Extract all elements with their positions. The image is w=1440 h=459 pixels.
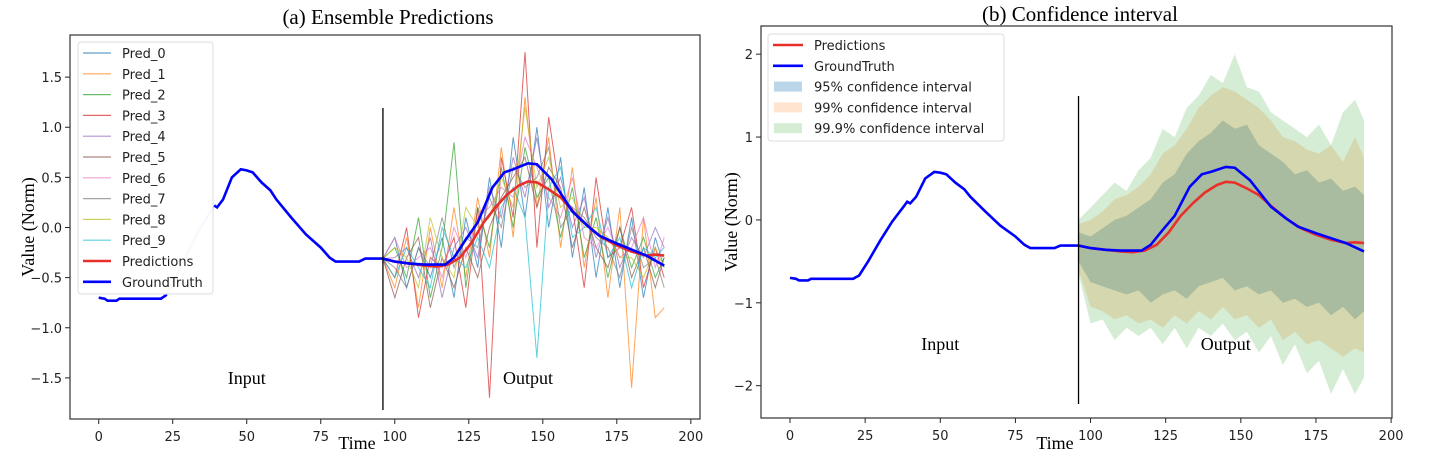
ground-truth-line (789, 165, 1365, 282)
y-axis-label: Value (Norm) (18, 177, 39, 276)
x-tick-label: 125 (456, 430, 481, 445)
plot-frame (760, 25, 1393, 419)
legend-label: Pred_0 (122, 47, 166, 62)
annotation-label: Output (1201, 334, 1251, 354)
x-tick-label: 100 (1078, 429, 1103, 444)
legend-swatch (774, 123, 802, 134)
y-tick-label: −0.5 (30, 272, 62, 287)
confidence-band-95 (1078, 120, 1364, 320)
y-axis-label: Value (Norm) (721, 172, 742, 271)
legend-label: Predictions (814, 39, 886, 54)
x-tick-label: 175 (1304, 429, 1329, 444)
annotation-label: Output (503, 368, 553, 388)
y-tick-label: 0.0 (41, 222, 62, 237)
legend-label: Pred_9 (122, 234, 166, 249)
legend-label: 95% confidence interval (814, 81, 972, 96)
confidence-band-99-9 (1078, 54, 1364, 394)
legend-label: Pred_5 (122, 151, 166, 166)
ensemble-line-pred-7 (382, 145, 665, 289)
x-axis-label: Time (338, 433, 375, 453)
legend-label: Pred_3 (122, 109, 166, 124)
ensemble-line-pred-5 (382, 155, 665, 308)
y-tick-label: −1.0 (30, 322, 62, 337)
confidence-interval-chart: (b) Confidence interval Time Value (Norm… (721, 2, 1404, 453)
legend-swatch (774, 81, 802, 92)
confidence-band-99 (1078, 87, 1364, 357)
predictions-line (382, 180, 665, 268)
y-tick-label: 0 (745, 214, 753, 229)
legend-label: Pred_7 (122, 193, 166, 208)
y-tick-label: 1.0 (41, 121, 62, 136)
legend-label: Predictions (122, 255, 194, 270)
ensemble-predictions-chart: (a) Ensemble Predictions Time Value (Nor… (18, 5, 703, 453)
chart-title: (b) Confidence interval (982, 2, 1178, 26)
x-tick-label: 25 (164, 430, 181, 445)
x-tick-label: 200 (1379, 429, 1404, 444)
legend-label: Pred_8 (122, 213, 166, 228)
predictions-line (1078, 180, 1365, 254)
y-tick-label: 0.5 (41, 171, 62, 186)
ensemble-line-pred-9 (382, 165, 665, 358)
x-tick-label: 75 (1007, 429, 1024, 444)
y-tick-label: 1 (745, 131, 753, 146)
legend-swatch (774, 102, 802, 113)
legend-label: Pred_4 (122, 130, 166, 145)
legend-label: 99.9% confidence interval (814, 122, 984, 137)
legend: Pred_0 Pred_1 Pred_2 Pred_3 Pred_4 Pred_5 Pred… (77, 41, 214, 295)
x-tick-label: 200 (678, 430, 703, 445)
ensemble-line-pred-4 (382, 137, 665, 298)
x-tick-label: 50 (932, 429, 949, 444)
chart-title: (a) Ensemble Predictions (282, 5, 493, 29)
x-tick-label: 0 (786, 429, 794, 444)
legend-label: Pred_2 (122, 89, 166, 104)
y-tick-label: 1.5 (41, 71, 62, 86)
x-tick-label: 50 (238, 430, 255, 445)
legend-box (767, 33, 1005, 142)
legend-label: Pred_6 (122, 172, 166, 187)
x-tick-label: 75 (312, 430, 329, 445)
ground-truth-line (98, 293, 168, 303)
y-tick-label: −1.5 (30, 372, 62, 387)
legend-label: Pred_1 (122, 68, 166, 83)
legend-label: GroundTruth (122, 276, 203, 291)
x-tick-label: 0 (95, 430, 103, 445)
ensemble-line-pred-8 (382, 107, 665, 290)
x-tick-label: 175 (604, 430, 629, 445)
annotation-label: Input (921, 334, 959, 354)
x-tick-label: 125 (1153, 429, 1178, 444)
ground-truth-line (213, 161, 665, 267)
x-tick-label: 150 (1228, 429, 1253, 444)
legend: Predictions GroundTruth 95% confidence int… (767, 33, 1005, 142)
x-tick-label: 25 (857, 429, 874, 444)
x-axis-label: Time (1036, 433, 1073, 453)
y-tick-label: −2 (734, 380, 753, 395)
legend-box (77, 41, 214, 295)
ensemble-line-pred-3 (382, 51, 665, 398)
y-tick-label: −1 (734, 297, 753, 312)
legend-label: GroundTruth (814, 60, 895, 75)
legend-label: 99% confidence interval (814, 101, 972, 116)
plot-frame (69, 34, 701, 420)
y-tick-label: 2 (745, 48, 753, 63)
annotation-label: Input (228, 368, 266, 388)
x-tick-label: 100 (382, 430, 407, 445)
ensemble-line-pred-1 (382, 97, 665, 388)
x-tick-label: 150 (530, 430, 555, 445)
